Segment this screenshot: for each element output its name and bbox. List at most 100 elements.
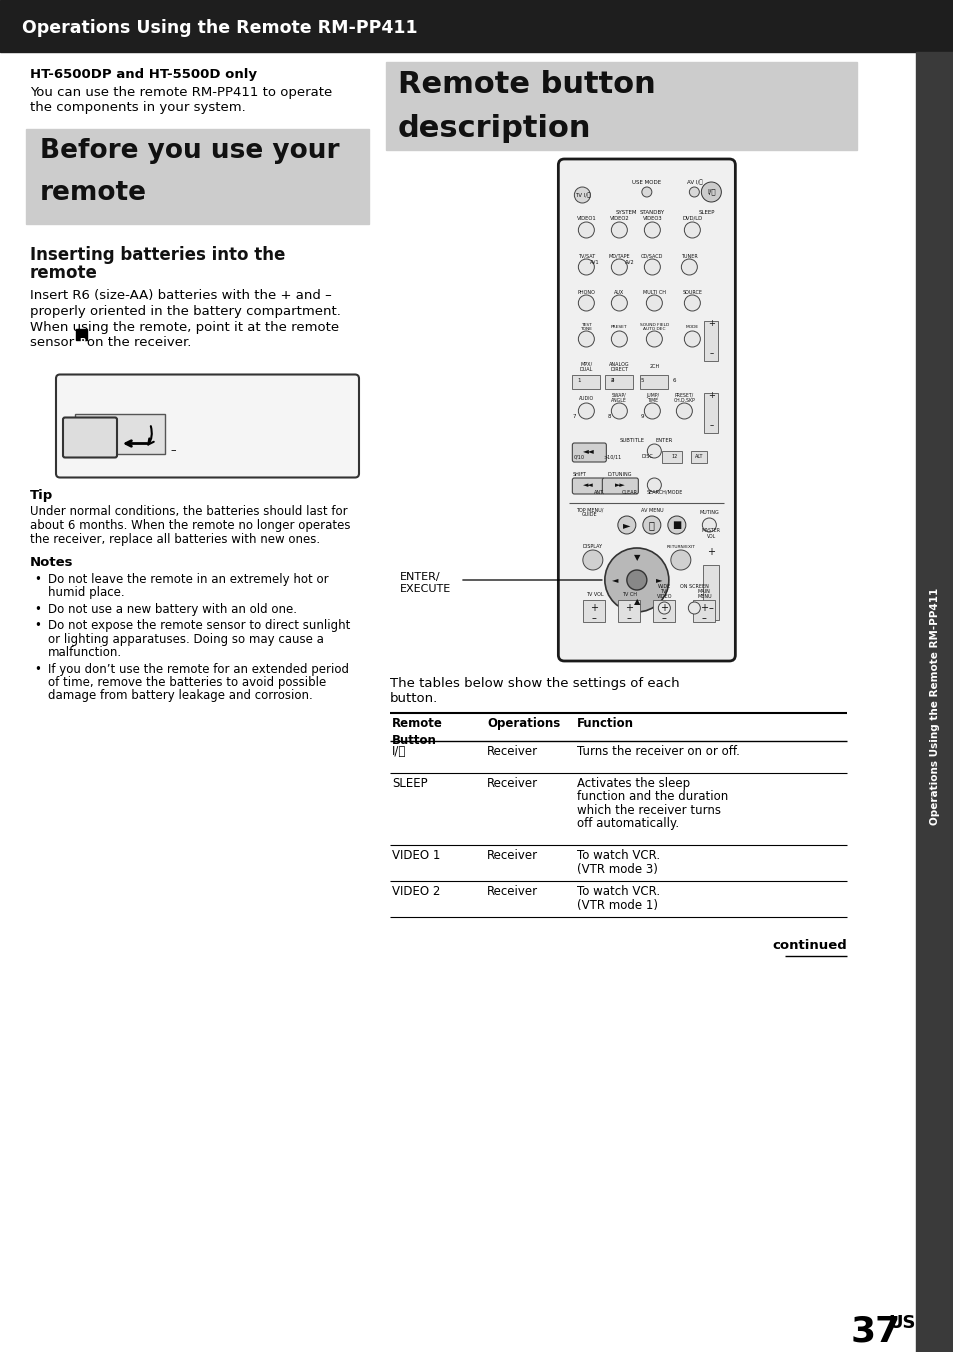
Text: VOL: VOL	[706, 534, 715, 538]
Text: SLEEP: SLEEP	[392, 777, 427, 790]
Text: If you don’t use the remote for an extended period: If you don’t use the remote for an exten…	[48, 662, 349, 676]
Circle shape	[611, 222, 627, 238]
Text: 4: 4	[610, 377, 614, 383]
Text: of time, remove the batteries to avoid possible: of time, remove the batteries to avoid p…	[48, 676, 326, 690]
Text: ALT: ALT	[695, 454, 703, 460]
Text: JUMP/
TIME: JUMP/ TIME	[645, 392, 659, 403]
Text: –: –	[708, 603, 713, 612]
Text: SEARCH/MODE: SEARCH/MODE	[645, 489, 681, 495]
Text: –: –	[708, 422, 713, 430]
Text: function and the duration: function and the duration	[577, 791, 727, 803]
Text: VIDEO 2: VIDEO 2	[392, 886, 440, 898]
Text: 9: 9	[639, 414, 643, 419]
Text: SLEEP: SLEEP	[699, 210, 715, 215]
Text: ENTER/: ENTER/	[399, 572, 440, 581]
Text: SOURCE: SOURCE	[681, 289, 701, 295]
Text: +: +	[625, 603, 633, 612]
FancyBboxPatch shape	[56, 375, 358, 477]
Text: ►: ►	[655, 576, 661, 584]
Text: ANALOG
DIRECT: ANALOG DIRECT	[608, 361, 629, 372]
Circle shape	[643, 403, 659, 419]
Text: 1: 1	[577, 377, 580, 383]
Text: TUNER: TUNER	[680, 254, 697, 258]
Text: TV/
VIDEO: TV/ VIDEO	[656, 588, 672, 599]
Text: CLEAR: CLEAR	[620, 489, 637, 495]
Bar	[691, 452, 706, 462]
Circle shape	[700, 183, 720, 201]
Text: Do not expose the remote sensor to direct sunlight: Do not expose the remote sensor to direc…	[48, 619, 350, 631]
Bar	[386, 62, 856, 150]
Bar	[76, 329, 87, 339]
Bar	[915, 51, 953, 1352]
Text: ►►: ►►	[615, 483, 625, 488]
Text: US: US	[887, 1314, 915, 1332]
Text: –: –	[103, 443, 110, 457]
Text: TV VOL: TV VOL	[585, 592, 602, 596]
Text: remote: remote	[40, 181, 147, 207]
Text: TEST
TONE: TEST TONE	[579, 323, 592, 331]
Text: Insert R6 (size-AA) batteries with the + and –: Insert R6 (size-AA) batteries with the +…	[30, 289, 332, 303]
Text: VIDEO 1: VIDEO 1	[392, 849, 440, 863]
Text: You can use the remote RM-PP411 to operate: You can use the remote RM-PP411 to opera…	[30, 87, 332, 99]
Text: AV1: AV1	[589, 260, 598, 265]
Text: +: +	[707, 319, 714, 329]
Text: Receiver: Receiver	[486, 745, 537, 758]
Circle shape	[578, 295, 594, 311]
Text: Receiver: Receiver	[486, 886, 537, 898]
Text: STANDBY: STANDBY	[639, 210, 663, 215]
Text: DISPLAY: DISPLAY	[582, 545, 602, 549]
Text: PHONO: PHONO	[577, 289, 595, 295]
Text: AUDIO: AUDIO	[578, 396, 594, 400]
Bar	[693, 600, 715, 622]
Text: MAIN
MENU: MAIN MENU	[697, 588, 711, 599]
Text: VIDEO2: VIDEO2	[609, 215, 629, 220]
Text: AV I/⏻: AV I/⏻	[686, 180, 701, 185]
Bar	[653, 600, 675, 622]
Text: The tables below show the settings of each: The tables below show the settings of ea…	[390, 677, 679, 690]
Text: SOUND FIELD
AUTO DEC: SOUND FIELD AUTO DEC	[639, 323, 668, 331]
Text: +: +	[659, 603, 668, 612]
FancyBboxPatch shape	[63, 418, 117, 457]
Bar	[572, 375, 599, 389]
Text: >10/11: >10/11	[602, 454, 620, 460]
Text: the receiver, replace all batteries with new ones.: the receiver, replace all batteries with…	[30, 534, 320, 546]
Text: remote: remote	[30, 264, 98, 281]
Text: Before you use your: Before you use your	[40, 138, 339, 165]
Circle shape	[701, 518, 716, 531]
Text: 6: 6	[672, 377, 676, 383]
Text: continued: continued	[771, 940, 846, 952]
Bar	[605, 375, 633, 389]
Text: 2CH: 2CH	[649, 365, 659, 369]
Text: ANT: ANT	[594, 489, 604, 495]
Text: I/⏻: I/⏻	[392, 745, 406, 758]
Text: •: •	[34, 619, 41, 631]
Text: or lighting apparatuses. Doing so may cause a: or lighting apparatuses. Doing so may ca…	[48, 633, 323, 645]
Text: Activates the sleep: Activates the sleep	[577, 777, 689, 790]
Text: –: –	[701, 612, 706, 623]
Circle shape	[611, 331, 627, 347]
Text: –: –	[591, 612, 597, 623]
Text: EXECUTE: EXECUTE	[399, 584, 451, 594]
Bar	[703, 320, 718, 361]
Text: TV I/⏻: TV I/⏻	[574, 192, 590, 197]
Circle shape	[642, 516, 660, 534]
Text: about 6 months. When the remote no longer operates: about 6 months. When the remote no longe…	[30, 519, 350, 533]
Circle shape	[604, 548, 668, 612]
Circle shape	[618, 516, 636, 534]
Text: 5: 5	[639, 377, 643, 383]
Circle shape	[676, 403, 692, 419]
Text: 37: 37	[850, 1314, 901, 1348]
Text: AUX: AUX	[614, 289, 624, 295]
Circle shape	[647, 443, 660, 458]
Text: ENTER: ENTER	[655, 438, 672, 443]
Text: •: •	[34, 662, 41, 676]
Text: malfunction.: malfunction.	[48, 646, 122, 658]
Text: ◄◄: ◄◄	[582, 483, 593, 488]
Text: I/⏻: I/⏻	[706, 189, 715, 195]
Text: Do not leave the remote in an extremely hot or: Do not leave the remote in an extremely …	[48, 572, 328, 585]
Text: Operations Using the Remote RM-PP411: Operations Using the Remote RM-PP411	[929, 587, 939, 825]
Text: To watch VCR.: To watch VCR.	[577, 886, 659, 898]
Text: ⏸: ⏸	[648, 521, 654, 530]
FancyBboxPatch shape	[572, 443, 606, 462]
Bar	[26, 128, 369, 223]
